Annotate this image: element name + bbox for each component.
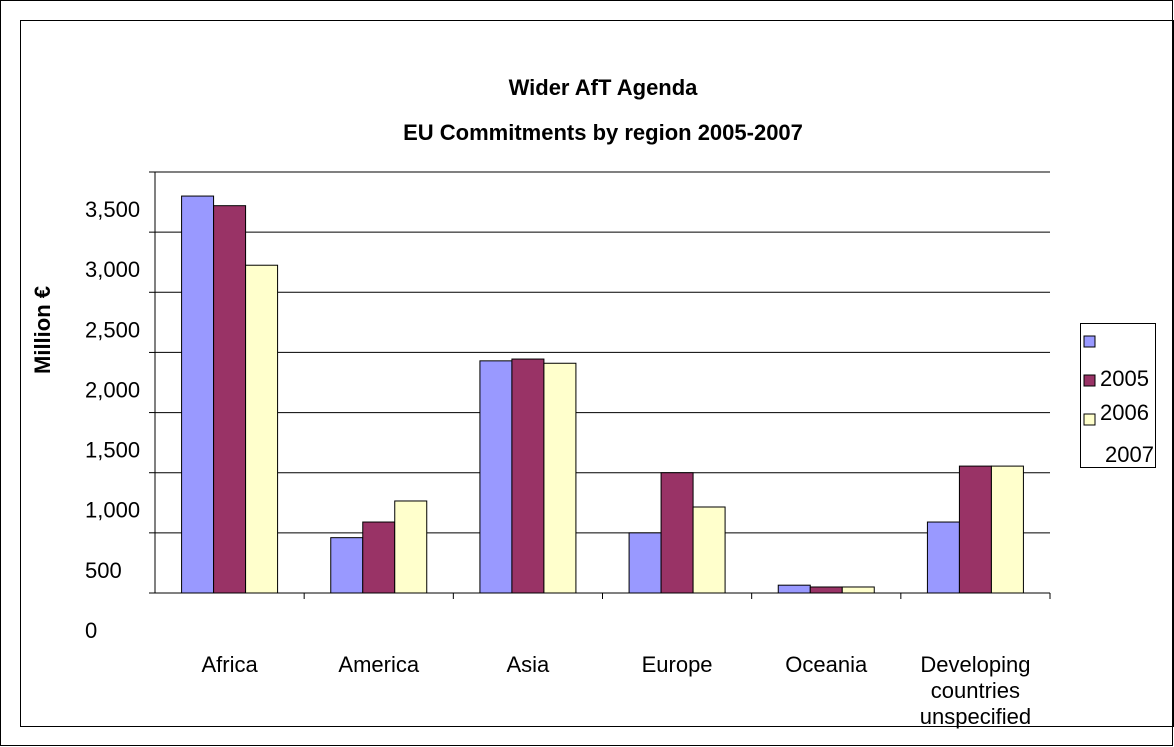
x-tick-label: Oceania <box>785 652 868 677</box>
y-tick-label: 1,500 <box>85 438 140 463</box>
y-tick-label: 1,000 <box>85 498 140 523</box>
x-tick-label: Developing countries unspecified <box>919 652 1032 729</box>
bar <box>777 584 811 594</box>
legend-swatch <box>1083 335 1096 348</box>
bar <box>958 465 992 594</box>
bar <box>362 521 396 594</box>
y-tick-label: 3,500 <box>85 197 140 222</box>
y-axis-label: Million € <box>30 286 55 374</box>
x-tick-label: Africa <box>201 652 258 677</box>
chart-subtitle: EU Commitments by region 2005-2007 <box>403 120 803 145</box>
bar <box>543 362 577 594</box>
x-tick-label: America <box>338 652 420 677</box>
bar <box>809 586 843 594</box>
y-tick-label: 500 <box>85 558 122 583</box>
y-tick-label: 2,000 <box>85 377 140 402</box>
bar <box>330 537 364 594</box>
legend-swatch <box>1083 413 1096 426</box>
legend-label: 2006 <box>1100 400 1149 425</box>
bar <box>841 586 875 594</box>
legend-swatch <box>1083 374 1096 387</box>
bar <box>213 205 247 594</box>
bar <box>511 358 545 594</box>
legend-label: 2005 <box>1100 366 1149 391</box>
y-tick-label: 0 <box>85 618 97 643</box>
y-tick-label: 3,000 <box>85 257 140 282</box>
bar <box>926 521 960 594</box>
bar <box>628 532 662 594</box>
legend-label: 2007 <box>1105 442 1154 467</box>
bar <box>479 360 513 594</box>
bar <box>660 472 694 594</box>
bar <box>394 500 428 594</box>
x-tick-label: Europe <box>641 652 713 677</box>
bar <box>692 506 726 594</box>
y-tick-label: 2,500 <box>85 317 140 342</box>
bar <box>181 195 215 594</box>
x-tick-label: Asia <box>506 652 550 677</box>
bar <box>245 264 279 594</box>
chart-title: Wider AfT Agenda <box>509 75 699 100</box>
bar <box>990 465 1024 594</box>
